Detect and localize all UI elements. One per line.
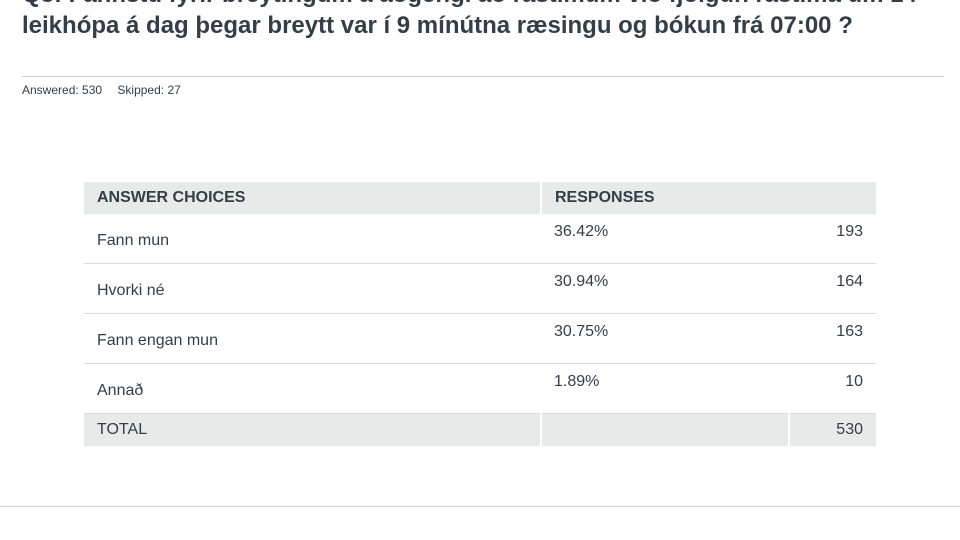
question-title: Q3: Fannstu fyrir breytingum á aðgengi a… — [22, 0, 917, 39]
total-percent-empty — [540, 413, 790, 446]
answer-choice: Hvorki né — [84, 263, 541, 314]
response-percent: 36.42% — [541, 214, 789, 264]
table-row: Fann engan mun 30.75% 163 — [84, 313, 876, 364]
response-percent: 30.75% — [541, 313, 789, 364]
answer-choice: Annað — [84, 363, 541, 414]
response-count: 163 — [789, 313, 876, 364]
total-label: TOTAL — [84, 413, 541, 446]
response-count: 164 — [789, 263, 876, 314]
header-answer-choices: ANSWER CHOICES — [84, 182, 542, 214]
skipped-count: Skipped: 27 — [117, 83, 181, 97]
answer-choice: Fann engan mun — [84, 313, 541, 364]
header-responses: RESPONSES — [541, 182, 876, 214]
table-row: Annað 1.89% 10 — [84, 363, 876, 414]
response-percent: 1.89% — [541, 363, 789, 414]
results-table: ANSWER CHOICES RESPONSES Fann mun 36.42%… — [84, 182, 876, 446]
footer-divider — [0, 506, 960, 507]
response-count: 10 — [789, 363, 876, 414]
title-divider — [22, 76, 944, 77]
table-row: Hvorki né 30.94% 164 — [84, 263, 876, 314]
response-stats: Answered: 530 Skipped: 27 — [22, 83, 193, 97]
answer-choice: Fann mun — [84, 214, 541, 264]
response-percent: 30.94% — [541, 263, 789, 314]
total-row: TOTAL 530 — [84, 413, 876, 446]
response-count: 193 — [789, 214, 876, 264]
total-count: 530 — [789, 413, 876, 446]
table-header-row: ANSWER CHOICES RESPONSES — [84, 182, 876, 214]
table-row: Fann mun 36.42% 193 — [84, 214, 876, 264]
answered-count: Answered: 530 — [22, 83, 103, 97]
